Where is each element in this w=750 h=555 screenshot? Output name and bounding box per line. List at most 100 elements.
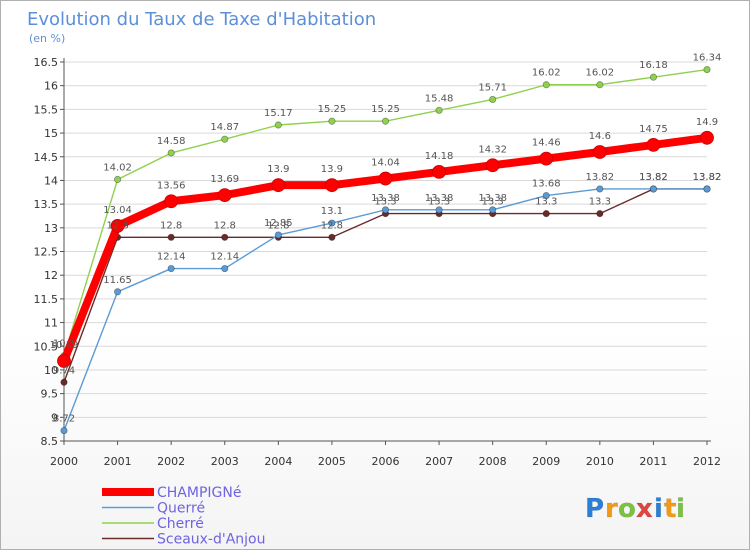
y-tick-label: 9 [51,411,58,424]
data-label: 8.72 [53,414,75,425]
data-label: 14.87 [210,122,239,133]
data-point [167,233,175,241]
data-label: 13.38 [425,193,454,204]
chart-unit: (en %) [29,32,65,45]
data-point [542,81,550,89]
data-point [60,378,68,386]
data-point [164,194,179,209]
y-tick-label: 11 [44,317,58,330]
data-point [596,185,604,193]
data-label: 13.38 [371,193,400,204]
data-label: 13.68 [532,179,561,190]
x-tick-label: 2005 [318,455,346,468]
data-label: 13.82 [693,172,722,183]
data-point [432,165,446,179]
data-label: 13.3 [374,197,396,208]
legend-label: CHAMPIGNé [157,485,241,501]
legend-label: Sceaux-d'Anjou [157,532,266,548]
data-point [381,117,390,125]
data-point [596,81,604,89]
x-tick-label: 2003 [211,455,239,468]
y-tick-label: 15.5 [34,103,59,116]
data-label: 13.3 [428,197,450,208]
data-label: 12.8 [106,220,128,231]
data-label: 12.8 [321,220,343,231]
axes: 8.5 9 9.5 10 10.5 11 11.5 12 12.5 13 13.5 14 14.5 15 1… [34,56,722,468]
y-tick-label: 13.5 [34,198,59,211]
data-point [60,426,68,435]
y-tick-label: 12.5 [34,246,59,259]
x-tick-label: 2007 [425,455,453,468]
data-label: 14.04 [371,158,400,169]
data-point [378,171,393,186]
data-point [167,264,175,273]
data-label: 14.75 [639,124,668,135]
data-point [113,175,122,184]
x-tick-label: 2011 [639,455,667,468]
data-label: 12.8 [267,220,289,231]
data-label: 14.9 [696,117,718,128]
data-point [274,231,282,239]
data-point [221,264,229,273]
data-label: 16.02 [532,68,561,79]
y-tick-label: 15 [44,127,58,140]
data-point [489,95,497,104]
data-point [703,65,711,74]
data-label: 15.48 [425,93,454,104]
data-point [57,354,71,368]
y-tick-label: 11.5 [34,293,59,306]
data-label: 13.82 [639,172,668,183]
series-lines [57,65,714,435]
data-label: 13.82 [639,172,668,183]
data-label: 14.18 [425,151,454,162]
data-point [649,185,658,193]
legend-label: Querré [157,501,205,517]
logo-letter: i [676,494,685,524]
data-label: 14.58 [157,136,186,147]
data-label: 12.14 [210,252,239,263]
x-tick-label: 2009 [532,455,560,468]
data-point [542,210,550,218]
data-label: 12.85 [264,218,293,229]
data-label: 13.1 [321,206,343,217]
data-label: 13.82 [586,172,615,183]
y-tick-label: 14 [44,174,58,187]
logo-letter: t [664,494,676,524]
data-label: 13.69 [210,174,239,185]
data-label: 10.19 [50,340,79,351]
data-label: 16.02 [586,68,615,79]
data-label: 10.3 [53,339,75,350]
data-point [167,149,175,157]
data-label: 13.9 [321,164,343,175]
y-tick-label: 8.5 [41,435,59,448]
data-point [539,151,554,166]
x-tick-label: 2004 [264,455,292,468]
data-point [325,178,339,193]
data-point [596,210,604,218]
data-point [700,130,714,145]
y-tick-label: 13 [44,222,58,235]
x-tick-label: 2002 [157,455,185,468]
data-label: 13.04 [103,205,132,216]
y-tick-label: 10 [44,364,58,377]
y-tick-label: 10.5 [34,340,59,353]
data-point [489,206,497,214]
logo-letter: r [605,494,618,524]
logo-letter: P [585,494,604,524]
data-label: 9.74 [53,365,75,376]
data-point [217,188,232,203]
y-tick-label: 14.5 [34,151,59,164]
data-label: 16.34 [693,53,722,64]
data-point [221,135,229,143]
data-label: 13.56 [157,180,186,191]
data-point [274,121,282,129]
data-label: 12.8 [214,220,236,231]
data-label: 12.14 [157,252,186,263]
data-point [485,158,500,173]
data-label: 13.82 [693,172,722,183]
data-point [649,73,658,81]
